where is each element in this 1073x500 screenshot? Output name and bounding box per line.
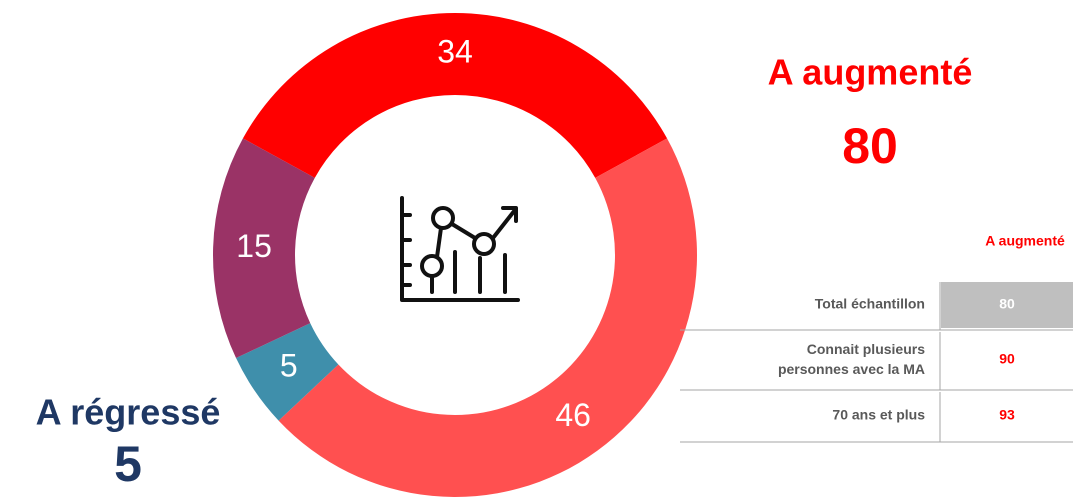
row-label: 70 ans et plus: [832, 407, 925, 423]
donut-segment: [236, 323, 339, 421]
segment-label: 5: [280, 347, 298, 383]
segment-label: 15: [236, 228, 272, 264]
row-label: Total échantillon: [815, 296, 925, 312]
table-title: A augmenté: [985, 233, 1065, 249]
row-value: 90: [999, 351, 1015, 367]
segment-label: 34: [437, 33, 473, 69]
row-value: 93: [999, 407, 1015, 423]
row-label: Connait plusieurs personnes avec la MA: [778, 341, 925, 377]
annotation-value: 5: [114, 436, 142, 492]
donut-segment: [242, 12, 668, 178]
annotation-value: 80: [842, 118, 898, 174]
donut-segment: [278, 138, 697, 498]
annotation-label: A augmenté: [768, 52, 973, 93]
row-value: 80: [999, 296, 1015, 312]
donut-segment: [213, 138, 315, 359]
value-cell: [941, 282, 1073, 328]
segment-label: 46: [555, 397, 591, 433]
annotation-label: A régressé: [36, 392, 221, 433]
chart-icon: [400, 196, 520, 302]
